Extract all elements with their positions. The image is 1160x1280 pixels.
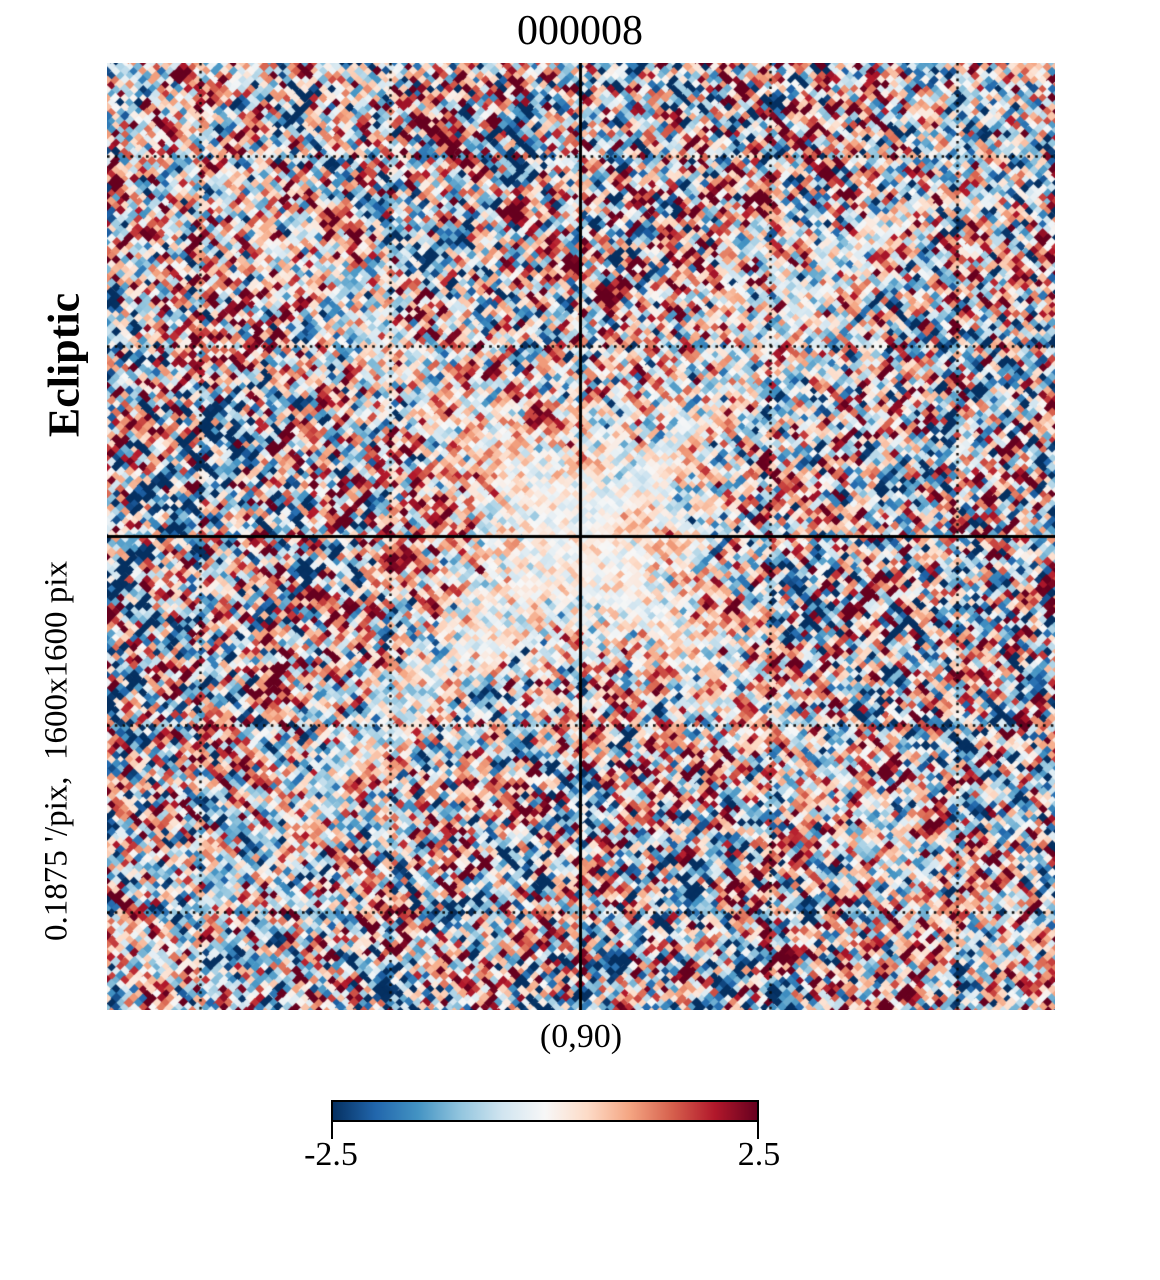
- colorbar-min-label: -2.5: [304, 1136, 358, 1173]
- sky-map: [107, 63, 1055, 1010]
- colorbar: [331, 1100, 759, 1122]
- sky-map-canvas: [107, 63, 1055, 1010]
- colorbar-tick-max: [757, 1102, 759, 1139]
- ylabel-resolution: 0.1875 '/pix, 1600x1600 pix: [38, 561, 75, 941]
- plot-title: 000008: [517, 8, 643, 54]
- colorbar-tick-min: [331, 1102, 333, 1139]
- xlabel-center-coordinates: (0,90): [539, 1018, 623, 1055]
- ylabel-coordinate-frame: Ecliptic: [39, 292, 89, 438]
- colorbar-max-label: 2.5: [737, 1136, 781, 1173]
